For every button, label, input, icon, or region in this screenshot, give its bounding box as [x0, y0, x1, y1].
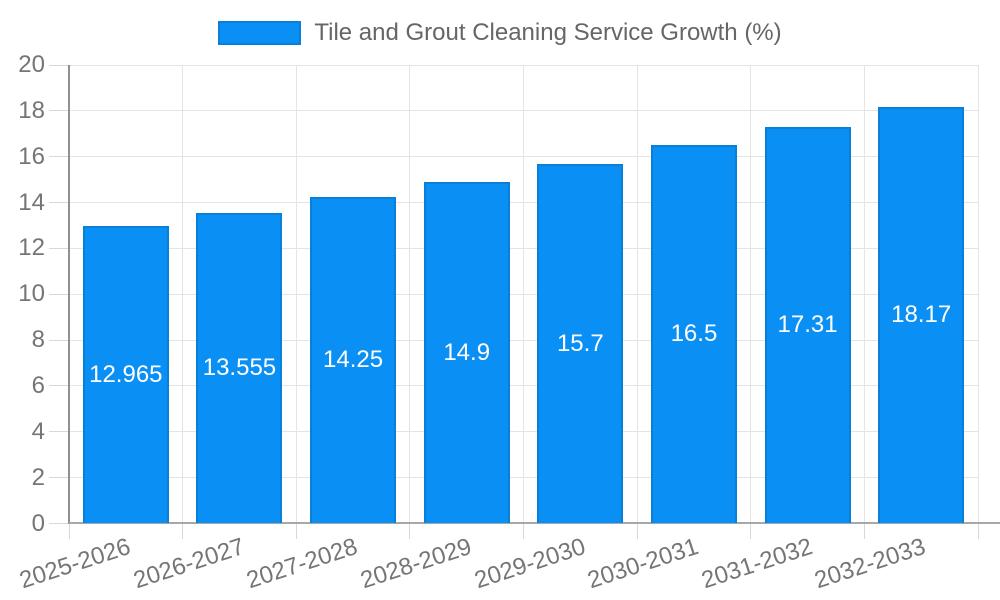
x-tick [750, 524, 752, 539]
x-tick-label: 2028-2029 [357, 533, 475, 595]
x-tick [863, 524, 865, 539]
y-tick [49, 156, 69, 158]
x-gridline [295, 65, 297, 523]
legend-label[interactable]: Tile and Grout Cleaning Service Growth (… [314, 19, 782, 46]
y-axis-line [68, 65, 70, 524]
x-tick-label: 2030-2031 [584, 533, 702, 595]
x-axis-line [69, 522, 1000, 524]
y-tick [49, 110, 69, 112]
x-gridline [750, 65, 752, 523]
legend-swatch-icon[interactable] [218, 21, 302, 45]
x-gridline [523, 65, 524, 523]
x-gridline [409, 65, 411, 523]
y-tick-label: 4 [31, 417, 45, 445]
x-gridline [182, 65, 184, 523]
x-tick [68, 524, 70, 539]
y-tick [49, 202, 69, 204]
y-tick-label: 18 [18, 96, 45, 124]
x-tick [409, 524, 411, 539]
x-tick-label: 2027-2028 [243, 533, 362, 595]
y-tick-label: 0 [31, 509, 45, 537]
bar [310, 196, 397, 524]
x-tick-label: 2029-2030 [470, 533, 589, 595]
y-tick-label: 10 [18, 280, 45, 308]
y-tick-label: 12 [18, 234, 45, 262]
bar-value-label: 18.17 [891, 301, 952, 329]
x-tick [182, 524, 184, 539]
x-tick [636, 524, 638, 539]
x-tick-label: 2031-2032 [698, 533, 816, 595]
x-tick-label: 2025-2026 [16, 533, 134, 595]
bar-value-label: 12.965 [89, 360, 163, 388]
y-tick-label: 6 [31, 371, 45, 399]
bar [423, 181, 510, 524]
y-tick-label: 2 [31, 463, 45, 491]
x-tick-label: 2026-2027 [129, 533, 248, 595]
y-tick [49, 247, 69, 249]
bar [82, 226, 169, 524]
x-gridline [636, 65, 638, 523]
y-tick [49, 477, 69, 479]
bar [650, 145, 737, 524]
y-tick [49, 339, 69, 341]
legend[interactable]: Tile and Grout Cleaning Service Growth (… [0, 19, 1000, 47]
y-tick-label: 20 [18, 51, 45, 78]
y-tick [49, 385, 69, 387]
bar-value-label: 14.9 [443, 338, 491, 366]
x-gridline [863, 65, 865, 523]
x-tick [977, 524, 979, 539]
bar-value-label: 16.5 [670, 320, 718, 348]
bar [196, 212, 283, 524]
bar [537, 163, 624, 524]
y-tick-label: 8 [31, 326, 45, 354]
bar [764, 126, 851, 524]
y-tick [49, 64, 69, 66]
x-gridline [977, 65, 979, 523]
bar-value-label: 13.555 [202, 354, 277, 382]
y-tick [49, 431, 69, 433]
bar-value-label: 17.31 [777, 311, 838, 339]
x-tick-label: 2032-2033 [811, 533, 930, 595]
x-tick [295, 524, 297, 539]
y-tick [49, 523, 69, 524]
bar [878, 106, 965, 524]
x-tick [523, 524, 524, 539]
bar-value-label: 14.25 [323, 346, 384, 374]
y-tick [49, 293, 69, 295]
y-tick-label: 16 [18, 142, 45, 170]
bar-value-label: 15.7 [556, 329, 604, 357]
y-tick-label: 14 [18, 188, 45, 216]
